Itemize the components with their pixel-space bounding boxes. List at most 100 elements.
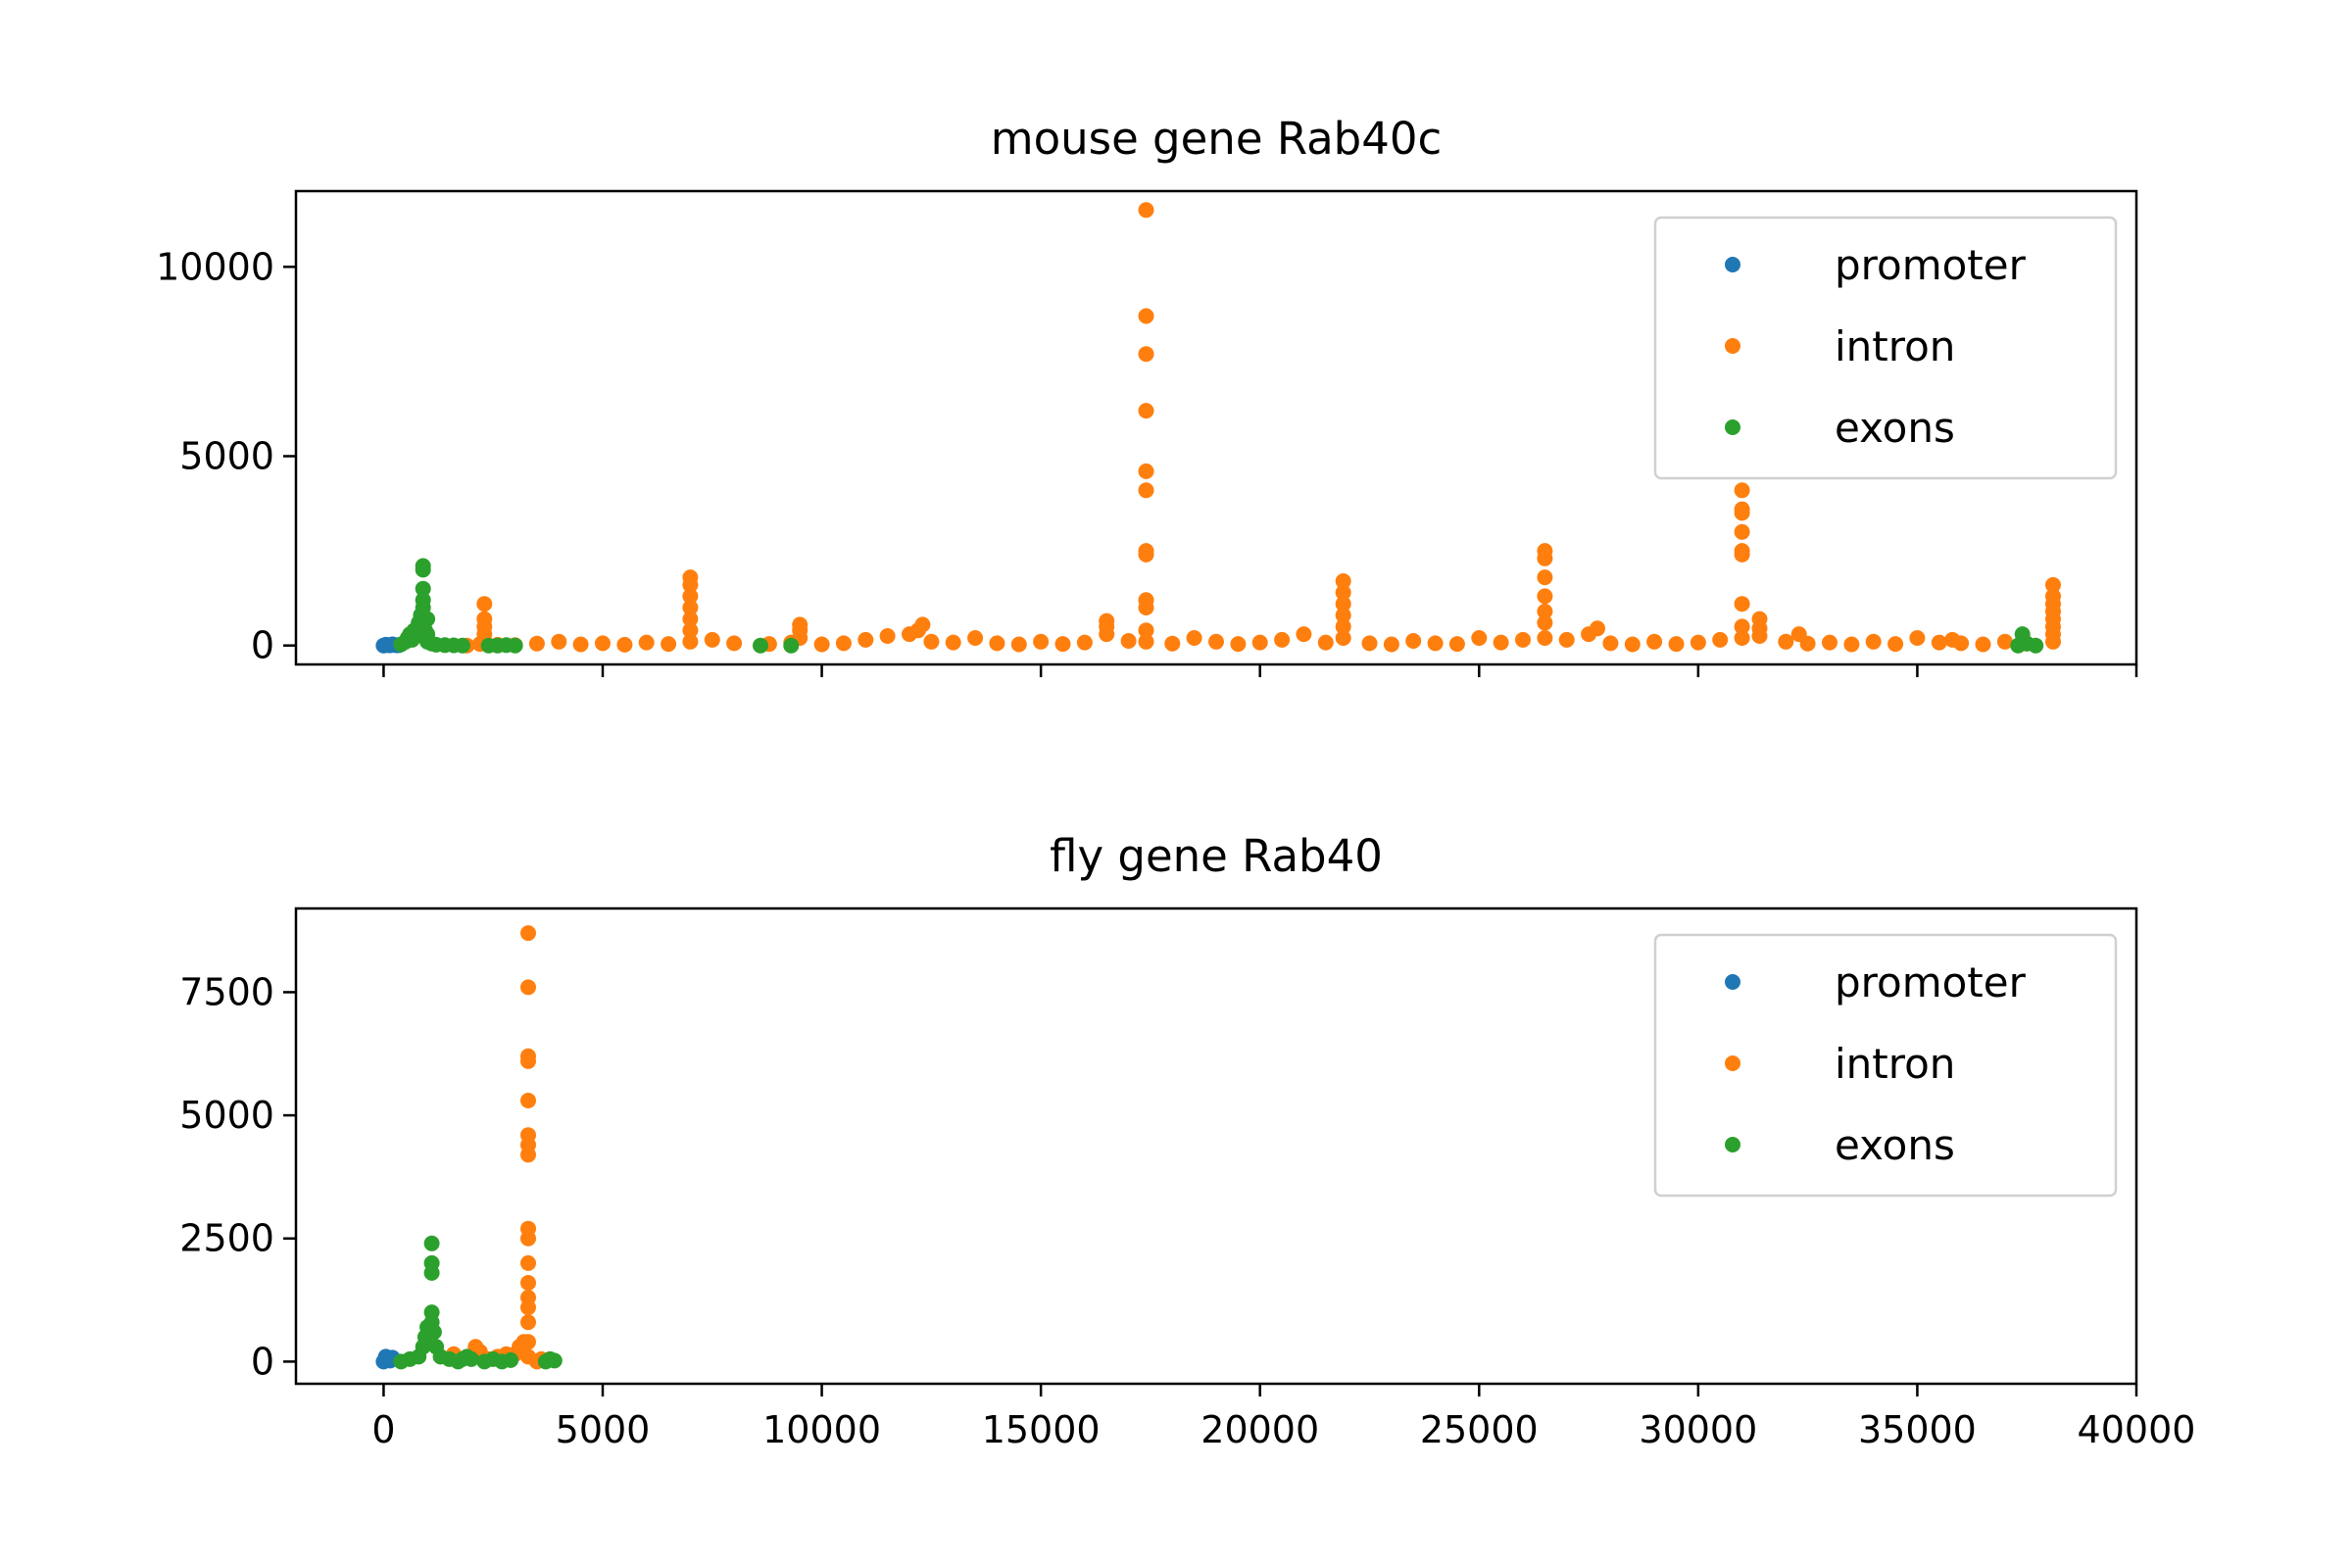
data-point-introns <box>1164 635 1181 652</box>
fly-x-tick-label: 35000 <box>1858 1408 1977 1451</box>
data-point-exons <box>415 580 431 597</box>
data-point-introns <box>520 1314 536 1331</box>
data-point-introns <box>551 633 567 650</box>
data-point-introns <box>1558 631 1575 648</box>
data-point-introns <box>1251 634 1268 651</box>
legend-marker-introns <box>1725 1055 1740 1071</box>
data-point-introns <box>914 616 931 633</box>
data-point-exons <box>503 1351 519 1368</box>
legend-label-promoter: promoter <box>1835 241 2027 289</box>
data-point-exons <box>546 1352 563 1369</box>
data-point-introns <box>1335 573 1351 589</box>
data-point-introns <box>476 596 493 612</box>
data-point-introns <box>1138 202 1154 219</box>
fly-x-tick-label: 40000 <box>2078 1408 2196 1451</box>
legend-label-promoter: promoter <box>1835 958 2027 1006</box>
data-point-introns <box>1335 618 1351 635</box>
data-point-introns <box>1033 633 1050 650</box>
data-point-introns <box>1822 634 1838 651</box>
mouse-data-points <box>375 202 2061 654</box>
data-point-introns <box>520 1220 536 1237</box>
legend-label-introns: intron <box>1835 322 1955 370</box>
data-point-introns <box>1208 633 1224 650</box>
fly-legend: promoter intron exons <box>1653 933 2118 1198</box>
data-point-introns <box>520 1127 536 1144</box>
data-point-introns <box>682 633 699 650</box>
data-point-exons <box>2028 637 2044 654</box>
data-point-introns <box>879 628 896 644</box>
fly-axes-frame <box>294 906 2138 1386</box>
data-point-introns <box>1602 635 1619 652</box>
data-point-introns <box>2045 576 2061 593</box>
data-point-introns <box>989 635 1005 652</box>
data-point-introns <box>726 635 743 652</box>
mouse-y-tick-label: 0 <box>251 624 274 667</box>
data-point-introns <box>572 636 589 653</box>
data-point-introns <box>1138 592 1154 609</box>
data-point-exons <box>415 558 431 574</box>
data-point-introns <box>1734 618 1750 635</box>
data-point-exons <box>463 1350 479 1367</box>
data-point-introns <box>1296 626 1312 643</box>
data-point-introns <box>520 1275 536 1291</box>
legend-label-exons: exons <box>1835 1121 1955 1169</box>
data-point-introns <box>528 635 545 652</box>
fly-y-tick-label: 7500 <box>179 970 274 1013</box>
data-point-introns <box>1778 633 1794 650</box>
data-point-introns <box>520 1093 536 1108</box>
data-point-introns <box>682 588 699 605</box>
data-point-introns <box>1335 596 1351 612</box>
data-point-exons <box>783 637 800 654</box>
data-point-introns <box>1975 636 1991 653</box>
data-point-exons <box>423 1254 440 1271</box>
fly-x-tick-label: 25000 <box>1420 1408 1539 1451</box>
data-point-introns <box>1668 636 1685 653</box>
data-point-introns <box>835 635 852 652</box>
data-point-introns <box>1230 636 1247 653</box>
legend-marker-exons <box>1725 419 1740 435</box>
data-point-introns <box>1887 636 1904 653</box>
mouse-panel: mouse gene Rab40c 0 5000 10000 promoter intro… <box>156 113 2138 677</box>
data-point-introns <box>1537 569 1553 586</box>
data-point-introns <box>595 635 611 652</box>
data-point-exons <box>423 1304 440 1321</box>
legend-marker-exons <box>1725 1137 1740 1152</box>
data-point-introns <box>1335 607 1351 623</box>
data-point-introns <box>1383 636 1399 653</box>
data-point-introns <box>1274 631 1291 648</box>
data-point-introns <box>520 1290 536 1305</box>
data-point-introns <box>638 634 655 651</box>
data-point-introns <box>1537 630 1553 646</box>
data-point-introns <box>1690 634 1706 651</box>
data-point-introns <box>1865 633 1882 650</box>
legend-label-exons: exons <box>1835 404 1955 452</box>
data-point-introns <box>1138 482 1154 499</box>
fly-x-tick-label: 0 <box>371 1408 395 1451</box>
fly-x-tick-label: 30000 <box>1639 1408 1757 1451</box>
fly-x-tick-label: 5000 <box>556 1408 651 1451</box>
data-point-introns <box>1361 635 1378 652</box>
data-point-exons <box>425 1324 442 1341</box>
data-point-introns <box>1953 635 1970 652</box>
data-point-introns <box>1138 403 1154 419</box>
data-point-introns <box>476 611 493 627</box>
data-point-introns <box>1120 633 1137 649</box>
fly-legend-box <box>1653 933 2118 1198</box>
fly-y-tick-label: 2500 <box>179 1217 274 1260</box>
data-point-introns <box>1843 636 1860 653</box>
data-point-introns <box>923 633 940 650</box>
data-point-introns <box>682 611 699 627</box>
data-point-introns <box>1712 631 1729 648</box>
fly-y-tick-label: 5000 <box>179 1094 274 1137</box>
data-point-introns <box>682 600 699 615</box>
data-point-introns <box>1405 633 1422 649</box>
data-point-introns <box>967 630 984 646</box>
data-point-introns <box>1537 603 1553 619</box>
data-point-introns <box>1996 633 2013 650</box>
data-point-introns <box>1537 588 1553 605</box>
fly-x-tick-label: 15000 <box>982 1408 1101 1451</box>
legend-marker-introns <box>1725 338 1740 354</box>
data-point-exons <box>507 637 523 654</box>
legend-marker-promoter <box>1725 974 1740 990</box>
